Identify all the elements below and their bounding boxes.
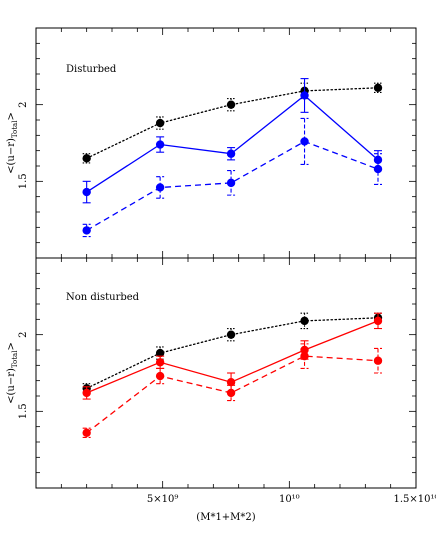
series-non-disturbed-1	[82, 312, 383, 400]
x-tick-label: 1.5×10¹⁰	[393, 494, 436, 505]
series-line	[86, 94, 379, 193]
data-point	[300, 316, 309, 326]
panel-label: Non disturbed	[66, 292, 140, 303]
data-point	[373, 83, 383, 93]
data-point	[373, 316, 383, 326]
x-tick-label: 10¹⁰	[279, 494, 300, 505]
data-point	[226, 388, 236, 398]
data-point	[82, 226, 91, 235]
data-point	[155, 183, 165, 192]
data-point	[226, 149, 236, 158]
data-point	[155, 140, 165, 149]
series-disturbed-2	[82, 117, 383, 238]
plot-frame	[35, 257, 417, 489]
data-point	[155, 371, 165, 381]
data-point	[155, 118, 165, 128]
data-point	[300, 91, 309, 100]
data-point	[82, 428, 91, 437]
x-axis-label: (M*1+M*2)	[196, 512, 255, 523]
x-tick-label: 5×10⁹	[147, 494, 178, 505]
series-non-disturbed-2	[82, 343, 383, 438]
y-tick-label: 1.5	[18, 403, 29, 419]
data-point	[226, 100, 236, 109]
data-point	[373, 164, 383, 174]
y-tick-label: 2	[18, 101, 29, 107]
y-axis-label: <(u−r)Total>	[6, 112, 19, 174]
data-point	[155, 358, 165, 367]
data-point	[300, 351, 309, 361]
data-point	[226, 330, 236, 339]
series-line	[86, 87, 379, 159]
data-point	[82, 154, 91, 163]
data-point	[300, 137, 309, 146]
data-point	[226, 178, 236, 188]
series-line	[86, 317, 379, 389]
panel-non-disturbed: 1.5 2 5×10⁹ 10¹⁰ 1.5×10¹⁰ Non disturbed <(u−r)…	[6, 257, 436, 505]
data-point	[82, 187, 91, 197]
data-point	[155, 348, 165, 358]
data-point	[373, 356, 383, 365]
panel-label: Disturbed	[66, 64, 117, 75]
y-tick-label: 2	[18, 331, 29, 337]
data-point	[82, 388, 91, 398]
series-non-disturbed-0	[82, 312, 383, 394]
data-point	[226, 378, 236, 387]
panel-disturbed: 1.5 2 Disturbed <(u−r)Total>	[6, 27, 417, 259]
y-tick-label: 1.5	[18, 173, 29, 189]
y-axis-label: <(u−r)Total>	[6, 342, 19, 404]
